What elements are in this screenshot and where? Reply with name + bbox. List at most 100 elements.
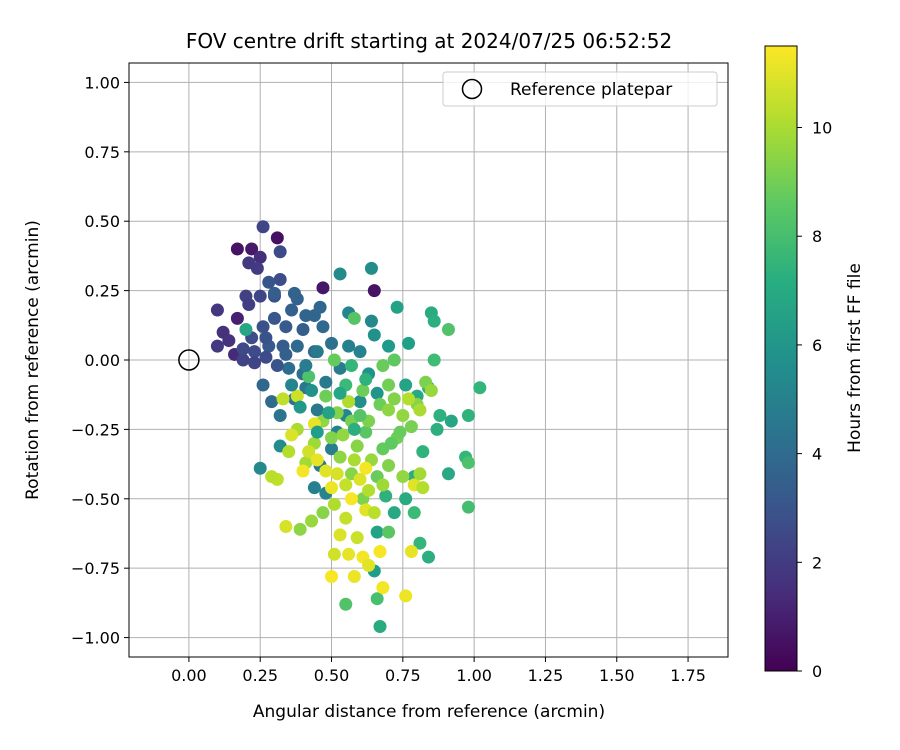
data-point — [390, 300, 404, 314]
data-point — [373, 619, 387, 633]
data-point — [393, 425, 407, 439]
data-point — [316, 506, 330, 520]
data-point — [353, 472, 367, 486]
data-point — [339, 511, 353, 525]
data-point — [259, 350, 273, 364]
data-point — [364, 261, 378, 275]
data-point — [370, 386, 384, 400]
data-point — [382, 458, 396, 472]
data-point — [302, 445, 316, 459]
data-point — [399, 492, 413, 506]
data-point — [387, 392, 401, 406]
x-axis-label: Angular distance from reference (arcmin) — [253, 702, 605, 722]
data-point — [362, 558, 376, 572]
data-point — [444, 414, 458, 428]
data-point — [333, 267, 347, 281]
data-point — [282, 361, 296, 375]
colorbar-tick-label: 10 — [812, 119, 832, 138]
data-point — [399, 378, 413, 392]
data-point — [273, 245, 287, 259]
legend-box — [442, 71, 718, 107]
data-point — [325, 570, 339, 584]
data-point — [245, 242, 259, 256]
data-point — [330, 467, 344, 481]
legend-label: Reference platepar — [510, 80, 672, 100]
data-point — [273, 273, 287, 287]
data-point — [265, 470, 279, 484]
data-point — [302, 370, 316, 384]
data-point — [396, 409, 410, 423]
data-point — [382, 403, 396, 417]
data-point — [270, 359, 284, 373]
y-tick-label: 0.50 — [84, 212, 120, 231]
data-point — [407, 506, 421, 520]
data-point — [353, 395, 367, 409]
x-tick-label: 0.75 — [385, 666, 421, 685]
data-point — [248, 356, 262, 370]
y-tick-label: 0.00 — [84, 351, 120, 370]
data-point — [422, 550, 435, 564]
data-point — [367, 284, 381, 298]
data-point — [305, 514, 319, 528]
data-point — [461, 500, 475, 514]
data-point — [370, 592, 384, 606]
data-point — [427, 314, 441, 328]
data-point — [333, 450, 347, 464]
data-point — [242, 256, 256, 270]
data-point — [399, 589, 413, 603]
y-tick-label: −0.50 — [71, 490, 120, 509]
data-point — [441, 322, 455, 336]
data-point — [370, 525, 384, 539]
data-point — [327, 547, 341, 561]
data-point — [316, 281, 330, 295]
data-point — [441, 467, 455, 481]
y-tick-label: 1.00 — [84, 73, 120, 92]
data-point — [285, 378, 299, 392]
data-point — [382, 339, 396, 353]
data-point — [305, 384, 319, 398]
x-tick-label: 0.25 — [242, 666, 278, 685]
data-point — [325, 481, 339, 495]
data-point — [359, 425, 373, 439]
data-point — [402, 336, 416, 350]
colorbar-tick-label: 0 — [812, 662, 822, 681]
data-point — [396, 470, 410, 484]
data-point — [267, 311, 281, 325]
data-point — [325, 431, 339, 445]
y-tick-label: 0.25 — [84, 282, 120, 301]
data-point — [339, 478, 353, 492]
data-point — [387, 506, 401, 520]
data-point — [279, 347, 293, 361]
y-tick-label: −1.00 — [71, 629, 120, 648]
x-tick-label: 1.25 — [528, 666, 564, 685]
data-point — [282, 445, 296, 459]
data-point — [222, 334, 236, 348]
data-point — [287, 286, 301, 300]
data-point — [293, 400, 307, 414]
data-point — [230, 242, 244, 256]
x-tick-label: 1.00 — [456, 666, 492, 685]
data-point — [359, 461, 373, 475]
legend-marker-icon — [461, 78, 483, 100]
data-point — [382, 378, 396, 392]
data-point — [416, 481, 430, 495]
data-point — [239, 322, 253, 336]
y-axis-ticks: 1.00 0.75 0.50 0.25 0.00 −0.25 −0.50 −0.75 −1.00 — [71, 73, 129, 648]
colorbar-ticks: 0 2 4 6 8 10 — [797, 119, 832, 681]
data-point — [310, 403, 324, 417]
data-point — [210, 339, 224, 353]
data-point — [373, 545, 387, 559]
data-point — [364, 314, 378, 328]
colorbar: 0 2 4 6 8 10 Hours from first FF file — [764, 45, 865, 681]
data-point — [279, 320, 293, 334]
data-point — [413, 536, 427, 550]
data-point — [299, 359, 313, 373]
data-point — [413, 467, 427, 481]
data-point — [259, 331, 273, 345]
data-point — [461, 409, 475, 423]
colorbar-tick-label: 4 — [812, 445, 822, 464]
data-point — [362, 483, 376, 497]
data-point — [285, 428, 299, 442]
data-points — [210, 220, 487, 633]
data-point — [310, 425, 324, 439]
